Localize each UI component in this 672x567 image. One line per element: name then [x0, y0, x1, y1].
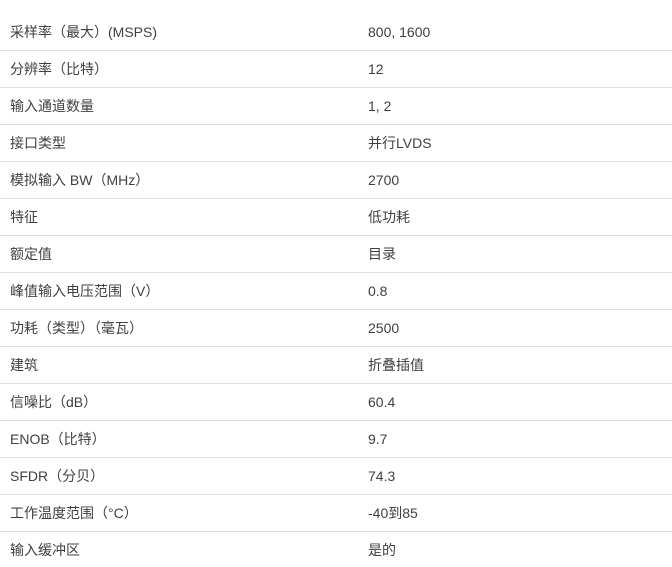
spec-parameter-value: 目录: [368, 246, 396, 262]
table-row: 工作温度范围（°C） -40到85: [0, 495, 672, 532]
spec-parameter-value: 60.4: [368, 394, 396, 410]
table-row: 采样率（最大）(MSPS) 800, 1600: [0, 14, 672, 51]
spec-parameter-label: 峰值输入电压范围（V）: [10, 283, 160, 299]
spec-parameter-value: -40到85: [368, 505, 418, 521]
spec-parameter-value: 800, 1600: [368, 24, 431, 40]
spec-parameter-value: 12: [368, 61, 384, 77]
table-row: 额定值 目录: [0, 236, 672, 273]
table-row: 功耗（类型）（毫瓦） 2500: [0, 310, 672, 347]
spec-parameter-label: ENOB（比特）: [10, 431, 106, 447]
table-row: 接口类型 并行LVDS: [0, 125, 672, 162]
table-row: SFDR（分贝） 74.3: [0, 458, 672, 495]
spec-parameter-label: 建筑: [10, 357, 38, 373]
spec-parameter-label: 功耗（类型）（毫瓦）: [10, 320, 143, 336]
spec-parameter-label: 工作温度范围（°C）: [10, 505, 138, 521]
table-row: 分辨率（比特） 12: [0, 51, 672, 88]
spec-parameter-value: 2500: [368, 320, 400, 336]
spec-parameter-value: 2700: [368, 172, 400, 188]
spec-parameter-label: 特征: [10, 209, 38, 225]
spec-parameter-value: 1, 2: [368, 98, 392, 114]
spec-parameter-label: 信噪比（dB）: [10, 394, 98, 410]
spec-parameter-label: 输入缓冲区: [10, 542, 80, 558]
spec-parameter-value: 74.3: [368, 468, 396, 484]
spec-parameter-value: 是的: [368, 542, 396, 558]
spec-parameter-value: 折叠插值: [368, 357, 424, 373]
spec-parameter-value: 并行LVDS: [368, 135, 432, 151]
table-row: 峰值输入电压范围（V） 0.8: [0, 273, 672, 310]
spec-parameter-label: 采样率（最大）(MSPS): [10, 24, 157, 40]
table-row: 输入通道数量 1, 2: [0, 88, 672, 125]
table-row: 信噪比（dB） 60.4: [0, 384, 672, 421]
table-row: 模拟输入 BW（MHz） 2700: [0, 162, 672, 199]
spec-parameter-label: 额定值: [10, 246, 52, 262]
spec-parameter-label: 模拟输入 BW（MHz）: [10, 172, 150, 188]
spec-parameter-label: 接口类型: [10, 135, 66, 151]
spec-parameter-value: 低功耗: [368, 209, 410, 225]
spec-table: 采样率（最大）(MSPS) 800, 1600 分辨率（比特） 12 输入通道数…: [0, 14, 672, 567]
spec-parameter-value: 9.7: [368, 431, 388, 447]
spec-parameter-label: 分辨率（比特）: [10, 61, 108, 77]
table-row: 建筑 折叠插值: [0, 347, 672, 384]
spec-parameter-label: 输入通道数量: [10, 98, 94, 114]
table-row: 输入缓冲区 是的: [0, 532, 672, 567]
spec-parameter-value: 0.8: [368, 283, 388, 299]
spec-parameter-label: SFDR（分贝）: [10, 468, 105, 484]
table-row: 特征 低功耗: [0, 199, 672, 236]
table-row: ENOB（比特） 9.7: [0, 421, 672, 458]
